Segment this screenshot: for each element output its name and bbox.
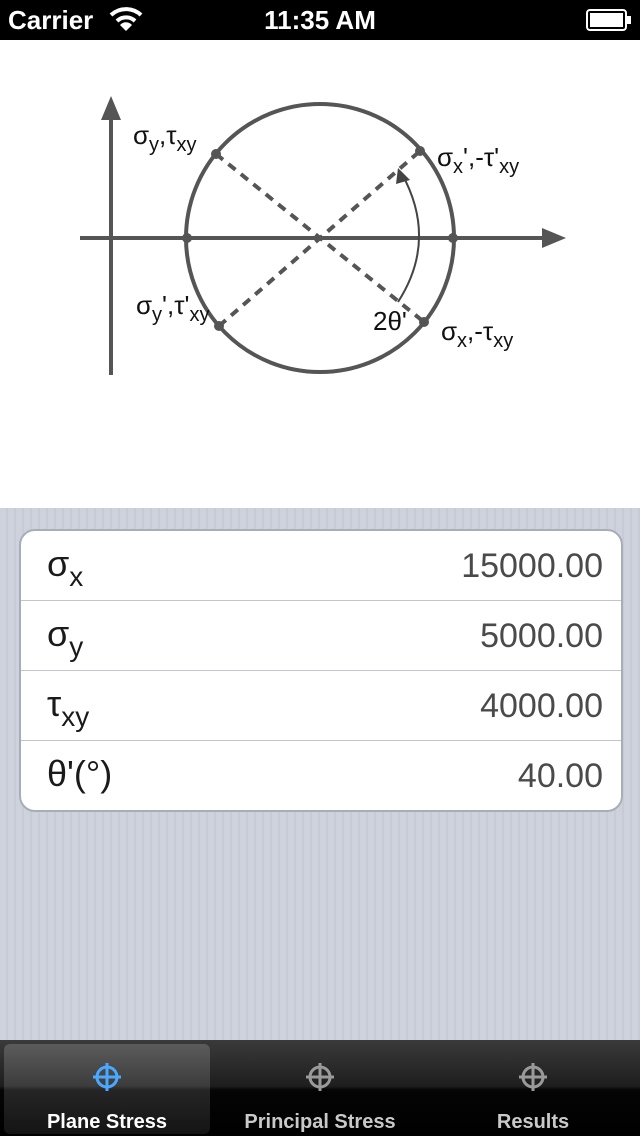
clock-time: 11:35 AM bbox=[264, 5, 376, 35]
sigma-x-field[interactable] bbox=[303, 545, 603, 587]
tab-plane-stress[interactable]: Plane Stress bbox=[4, 1044, 210, 1134]
input-row-sigma-x[interactable]: σx bbox=[21, 531, 621, 600]
label-two-theta-prime: 2θ' bbox=[373, 306, 407, 336]
input-label-theta-prime: θ'(°) bbox=[47, 753, 113, 794]
input-label-sigma-x: σx bbox=[47, 543, 84, 592]
tau-xy-field[interactable] bbox=[303, 685, 603, 727]
input-row-sigma-y[interactable]: σy bbox=[21, 600, 621, 670]
tab-bar: Plane Stress Principal Stress Results bbox=[0, 1040, 640, 1136]
tab-label: Principal Stress bbox=[244, 1111, 396, 1133]
carrier-name: Carrier bbox=[8, 5, 94, 35]
mohr-circle-graphic bbox=[80, 96, 566, 375]
label-sigma-y-prime-tau-prime: σy',τ'xy bbox=[136, 290, 210, 326]
label-sigma-x-neg-tau-xy: σx,-τxy bbox=[441, 316, 514, 352]
theta-prime-field[interactable] bbox=[303, 755, 603, 797]
tab-label: Plane Stress bbox=[46, 1111, 168, 1133]
tab-results[interactable]: Results bbox=[430, 1044, 636, 1134]
label-sigma-x-prime-neg-tau-prime: σx',-τ'xy bbox=[437, 142, 520, 178]
crosshair-icon bbox=[92, 1062, 122, 1097]
status-bar: Carrier 11:35 AM bbox=[0, 0, 640, 40]
crosshair-icon bbox=[518, 1062, 548, 1097]
input-row-tau-xy[interactable]: τxy bbox=[21, 670, 621, 740]
input-form-area: σx σy τxy θ'(°) bbox=[0, 508, 640, 1040]
input-label-tau-xy: τxy bbox=[47, 683, 90, 732]
tab-principal-stress[interactable]: Principal Stress bbox=[217, 1044, 423, 1134]
stress-input-table: σx σy τxy θ'(°) bbox=[19, 529, 623, 812]
wifi-icon bbox=[108, 6, 144, 37]
battery-icon bbox=[586, 9, 632, 36]
input-label-sigma-y: σy bbox=[47, 613, 84, 662]
tab-label: Results bbox=[496, 1111, 570, 1133]
label-sigma-y-tau-xy: σy,τxy bbox=[133, 120, 197, 156]
sigma-y-field[interactable] bbox=[303, 615, 603, 657]
input-row-theta-prime[interactable]: θ'(°) bbox=[21, 740, 621, 810]
crosshair-icon bbox=[305, 1062, 335, 1097]
mohr-circle-diagram: σy,τxy σx',-τ'xy σy',τ'xy 2θ' σx,-τxy bbox=[0, 40, 640, 508]
